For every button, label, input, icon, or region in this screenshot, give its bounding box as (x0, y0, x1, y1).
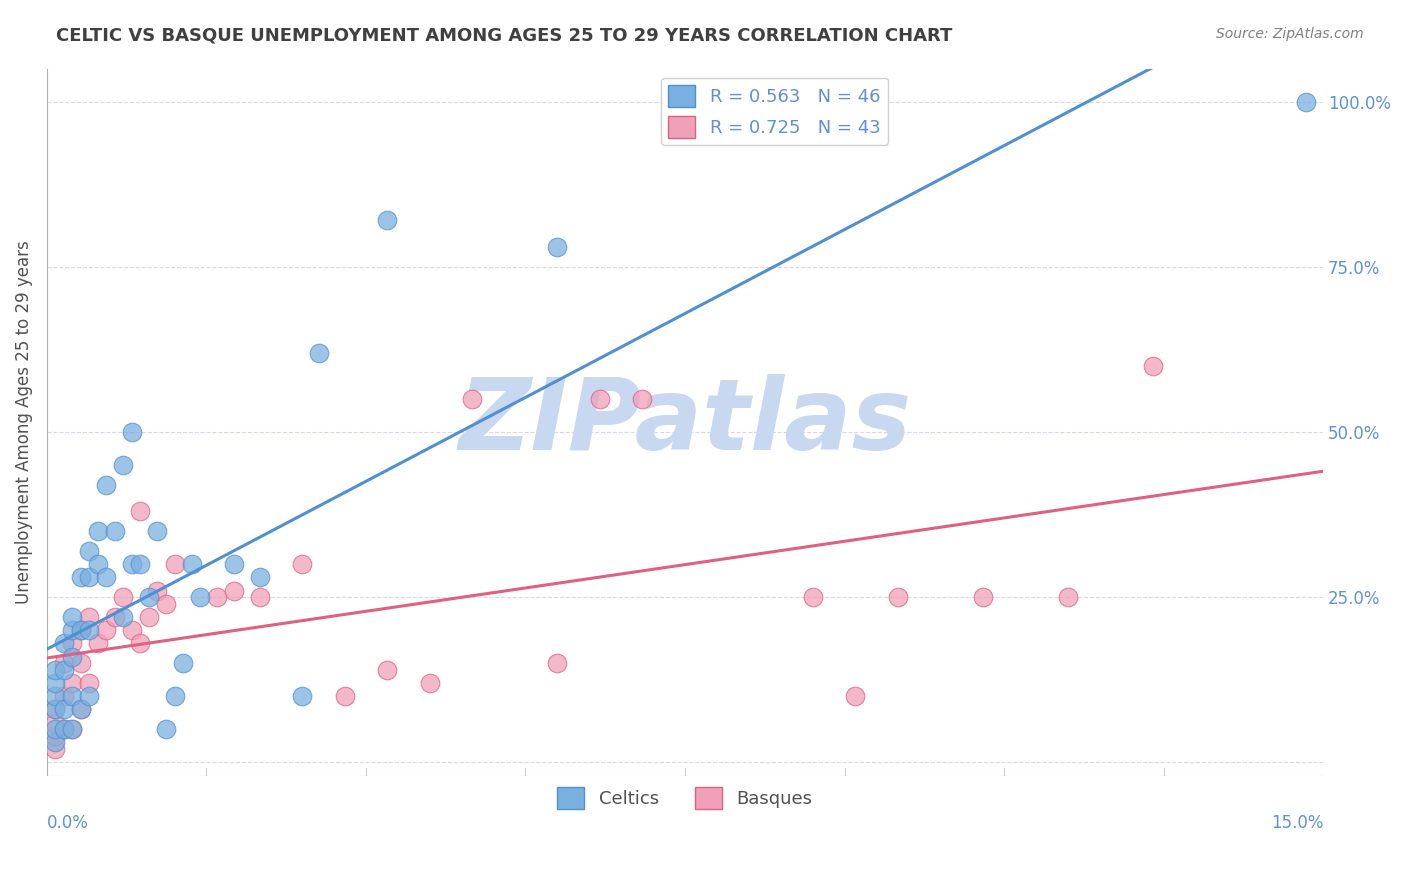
Point (44, 690, 66, 704)
Point (44, 702, 66, 716)
Point (62, 636, 84, 650)
Point (70, 623, 93, 637)
Point (70, 702, 93, 716)
Point (546, 656, 568, 670)
Text: ZIPatlas: ZIPatlas (458, 374, 911, 470)
Point (129, 504, 152, 518)
Point (146, 524, 169, 538)
Point (96, 477, 118, 491)
Point (79, 690, 101, 704)
Point (70, 656, 93, 670)
Point (1057, 590, 1080, 604)
Point (589, 392, 612, 406)
Point (163, 690, 186, 704)
Point (79, 544, 101, 558)
Point (52, 656, 75, 670)
Point (546, 240, 568, 254)
Point (333, 690, 356, 704)
Point (62, 690, 84, 704)
Point (222, 583, 245, 598)
Point (112, 458, 135, 472)
Point (79, 623, 101, 637)
Point (188, 590, 211, 604)
Point (112, 590, 135, 604)
Point (79, 676, 101, 690)
Point (104, 524, 127, 538)
Point (44, 702, 66, 716)
Point (308, 345, 330, 359)
Point (52, 723, 75, 737)
Point (1295, 95, 1317, 109)
Point (222, 557, 245, 571)
Point (205, 590, 228, 604)
Point (163, 557, 186, 571)
Point (70, 623, 93, 637)
Point (44, 663, 66, 677)
Point (419, 676, 441, 690)
Text: 0.0%: 0.0% (46, 814, 89, 832)
Point (155, 723, 177, 737)
Point (44, 715, 66, 730)
Point (70, 702, 93, 716)
Point (79, 610, 101, 624)
Point (44, 676, 66, 690)
Point (96, 623, 118, 637)
Text: CELTIC VS BASQUE UNEMPLOYMENT AMONG AGES 25 TO 29 YEARS CORRELATION CHART: CELTIC VS BASQUE UNEMPLOYMENT AMONG AGES… (56, 27, 953, 45)
Point (52, 723, 75, 737)
Point (172, 656, 194, 670)
Point (180, 557, 202, 571)
Text: Source: ZipAtlas.com: Source: ZipAtlas.com (1216, 27, 1364, 41)
Point (972, 590, 994, 604)
Point (631, 392, 654, 406)
Point (801, 590, 824, 604)
Point (52, 636, 75, 650)
Point (104, 610, 127, 624)
Point (375, 213, 398, 227)
Point (138, 610, 160, 624)
Point (886, 590, 908, 604)
Point (121, 425, 143, 439)
Point (62, 723, 84, 737)
Point (249, 570, 271, 584)
Point (121, 557, 143, 571)
Point (375, 663, 398, 677)
Point (87, 524, 110, 538)
Point (44, 742, 66, 756)
Point (62, 610, 84, 624)
Point (52, 702, 75, 716)
Y-axis label: Unemployment Among Ages 25 to 29 years: Unemployment Among Ages 25 to 29 years (15, 240, 32, 604)
Point (87, 557, 110, 571)
Legend: Celtics, Basques: Celtics, Basques (550, 780, 820, 816)
Point (62, 623, 84, 637)
Point (146, 583, 169, 598)
Point (249, 590, 271, 604)
Point (96, 570, 118, 584)
Point (129, 636, 152, 650)
Point (291, 690, 314, 704)
Point (62, 649, 84, 664)
Point (1142, 359, 1164, 373)
Point (155, 597, 177, 611)
Point (44, 735, 66, 749)
Point (52, 663, 75, 677)
Point (62, 676, 84, 690)
Point (129, 557, 152, 571)
Point (44, 729, 66, 743)
Point (291, 557, 314, 571)
Point (461, 392, 484, 406)
Point (138, 590, 160, 604)
Point (112, 610, 135, 624)
Point (79, 570, 101, 584)
Point (44, 723, 66, 737)
Point (121, 623, 143, 637)
Point (52, 690, 75, 704)
Point (87, 636, 110, 650)
Point (62, 723, 84, 737)
Point (844, 690, 866, 704)
Text: 15.0%: 15.0% (1271, 814, 1323, 832)
Point (70, 570, 93, 584)
